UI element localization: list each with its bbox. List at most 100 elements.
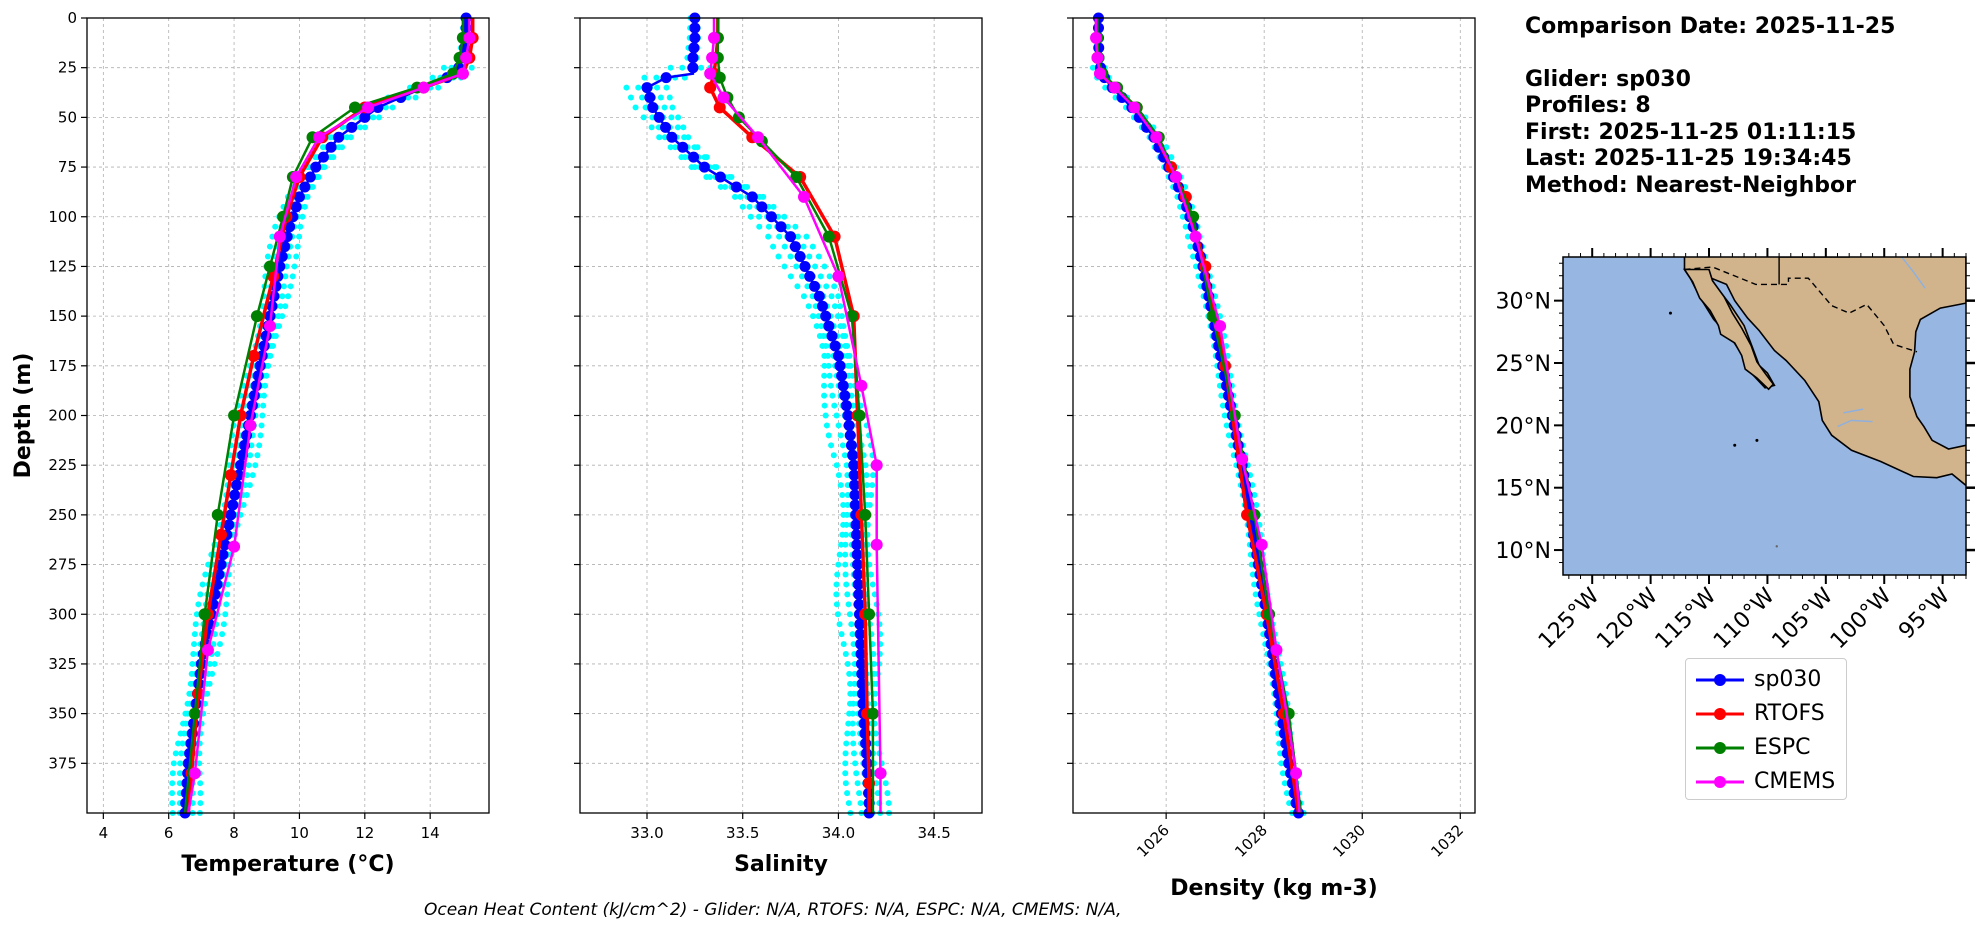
y-tick-label: 75 [58,158,77,176]
glider-profile-point [765,203,772,210]
glider-profile-point [842,561,849,568]
series-line-rtofs [708,18,871,813]
series-point-cmems [704,67,717,80]
glider-profile-point [257,432,264,439]
series-point-sp030 [851,539,863,551]
glider-profile-point [256,442,263,449]
map-lon-label: 100°W [1826,583,1897,654]
series-point-sp030 [854,618,866,630]
glider-profile-point [826,372,833,379]
series-point-sp030 [789,241,801,253]
glider-profile-point [756,223,763,230]
series-point-sp030 [855,658,867,670]
series-point-sp030 [852,569,864,580]
profile-count: Profiles: 8 [1525,93,1651,118]
glider-profile-point [191,641,198,648]
comparison-info: Comparison Date: 2025-11-25 Glider: sp03… [1525,14,1895,199]
glider-profile-point [169,770,176,777]
series-point-espc [713,71,726,84]
glider-profile-point [717,183,724,190]
glider-profile-point [1221,412,1228,419]
glider-profile-point [863,482,870,489]
series-point-sp030 [829,340,841,352]
glider-profile-point [849,710,856,717]
series-point-sp030 [217,549,229,561]
series-point-rtofs [704,81,717,94]
glider-profile-point [296,233,303,240]
glider-profile-point [246,482,253,489]
series-point-sp030 [660,72,672,84]
glider-profile-point [330,154,337,161]
series-point-sp030 [317,151,329,163]
map-lon-label: 95°W [1894,583,1955,644]
y-tick-label: 125 [48,257,77,275]
glider-profile-point [197,790,204,797]
series-point-cmems [708,31,720,44]
profile-panel: 0 25 50 75 100 125 150 175 200 225 250 275 300 325 350… [11,9,490,877]
glider-profile-point [249,472,256,479]
glider-profile-point [845,720,852,727]
glider-profile-point [857,800,864,807]
glider-profile-point [840,323,847,330]
glider-profile-point [262,382,269,389]
glider-profile-point [169,790,176,797]
glider-profile-point [805,303,812,310]
glider-profile-point [189,660,196,667]
glider-profile-point [679,64,686,71]
series-point-sp030 [843,419,855,431]
glider-profile-point [1281,780,1288,787]
glider-profile-point [269,233,276,240]
legend-swatch-glider [1696,674,1744,686]
glider-profile-point [842,770,849,777]
glider-profile-point [868,492,875,498]
glider-profile-point [835,293,842,300]
series-line-rtofs [1094,18,1301,814]
series-point-sp030 [219,539,231,551]
glider-profile-point [357,124,364,131]
series-point-sp030 [832,350,844,362]
glider-profile-point [846,611,853,618]
glider-profile-point [195,601,202,608]
glider-profile-point [838,541,845,548]
series-point-sp030 [813,290,825,302]
series-line-cmems [1094,18,1301,814]
series-point-sp030 [848,469,860,481]
series-point-rtofs [713,101,726,114]
glider-profile-point [843,581,850,588]
series-point-cmems [752,131,765,144]
glider-profile-point [835,561,842,568]
glider-profile-point [835,422,842,429]
glider-profile-point [176,780,183,787]
glider-profile-point [202,571,209,578]
series-point-sp030 [359,111,371,123]
x-tick-label: 34.5 [917,824,950,842]
glider-profile-point [728,174,735,180]
glider-profile-point [839,492,846,498]
glider-profile-point [792,223,799,230]
series-point-cmems [188,767,201,780]
glider-profile-point [627,94,634,101]
glider-profile-point [770,243,777,250]
series-point-cmems [1169,171,1182,183]
glider-profile-point [623,84,630,91]
glider-profile-point [1190,253,1197,260]
legend-label: ESPC [1754,735,1811,760]
glider-profile-point [781,263,788,270]
y-tick-label: 175 [48,357,77,375]
legend-label: RTOFS [1754,701,1825,726]
glider-profile-point [842,780,849,787]
glider-profile-point [1089,64,1096,71]
glider-profile-point [282,303,289,310]
series-point-espc [822,230,835,243]
glider-profile-point [706,174,713,180]
series-point-sp030 [304,171,316,183]
series-point-sp030 [852,578,864,590]
glider-profile-point [209,670,216,677]
y-tick-label: 100 [48,208,77,226]
series-point-sp030 [855,638,867,650]
map-lon-label: 115°W [1651,583,1722,654]
glider-profile-point [787,273,794,280]
map-lat-label: 20°N [1496,414,1551,439]
series-point-espc [188,707,201,720]
glider-name: Glider: sp030 [1525,66,1691,92]
